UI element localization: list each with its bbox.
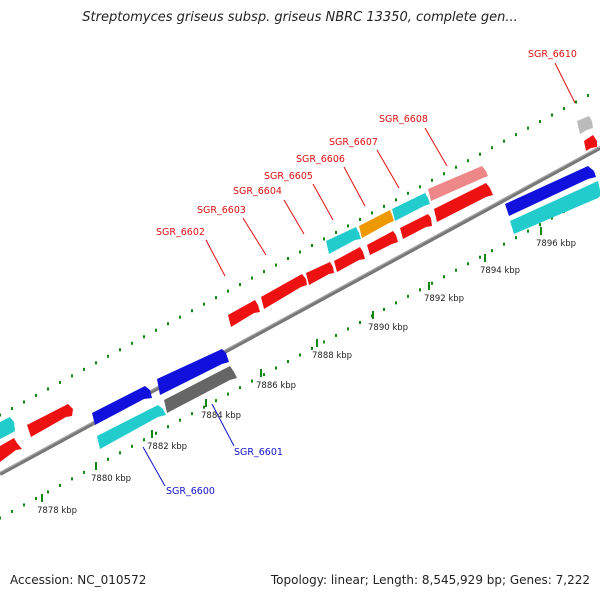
gene-cyan[interactable] xyxy=(326,227,361,254)
bottom-dotted-track xyxy=(0,197,589,520)
label-leaders xyxy=(142,62,576,487)
gene-red[interactable] xyxy=(584,135,597,151)
gene-red[interactable] xyxy=(228,300,260,327)
top-dotted-track xyxy=(0,94,589,417)
gene-pink[interactable] xyxy=(428,166,488,201)
gene-red[interactable] xyxy=(434,183,493,222)
tick-label-7884: 7884 kbp xyxy=(201,411,241,421)
gene-red[interactable] xyxy=(306,262,334,285)
bottom-strand-genes xyxy=(0,116,600,462)
gene-orange[interactable] xyxy=(359,210,394,238)
gene-label-sgr-6602[interactable]: SGR_6602 xyxy=(156,227,205,238)
accession-label: Accession: NC_010572 xyxy=(10,573,147,587)
gene-red[interactable] xyxy=(0,438,22,462)
gene-label-sgr-6605[interactable]: SGR_6605 xyxy=(264,171,313,182)
tick-label-7882: 7882 kbp xyxy=(147,442,187,452)
gene-label-sgr-6601[interactable]: SGR_6601 xyxy=(234,447,283,458)
tick-label-7892: 7892 kbp xyxy=(424,294,464,304)
kbp-tick-labels: 7878 kbp 7880 kbp 7882 kbp 7884 kbp 7886 kbp… xyxy=(37,227,576,516)
gene-label-sgr-6600[interactable]: SGR_6600 xyxy=(166,486,215,497)
gene-red[interactable] xyxy=(400,214,432,239)
gene-red[interactable] xyxy=(367,231,398,255)
tick-label-7886: 7886 kbp xyxy=(256,381,296,391)
gene-label-sgr-6608[interactable]: SGR_6608 xyxy=(379,114,428,125)
tick-label-7878: 7878 kbp xyxy=(37,506,77,516)
gene-light-gray[interactable] xyxy=(577,116,593,134)
genome-summary: Topology: linear; Length: 8,545,929 bp; … xyxy=(270,573,590,587)
gene-label-sgr-6604[interactable]: SGR_6604 xyxy=(233,186,282,197)
top-strand-genes xyxy=(0,135,597,439)
gene-red[interactable] xyxy=(0,417,15,439)
tick-label-7896: 7896 kbp xyxy=(536,239,576,249)
gene-cyan[interactable] xyxy=(392,193,430,221)
gene-red[interactable] xyxy=(261,274,307,309)
gene-blue[interactable] xyxy=(92,386,152,425)
gene-label-sgr-6603[interactable]: SGR_6603 xyxy=(197,205,246,216)
gene-label-sgr-6606[interactable]: SGR_6606 xyxy=(296,154,345,165)
gene-cyan[interactable] xyxy=(97,405,166,449)
tick-label-7894: 7894 kbp xyxy=(480,266,520,276)
gene-dark-gray[interactable] xyxy=(164,366,237,413)
gene-labels: SGR_6600 SGR_6601 SGR_6602 SGR_6603 SGR_6604… xyxy=(156,49,577,497)
gene-red[interactable] xyxy=(334,247,365,272)
gene-red[interactable] xyxy=(27,404,73,437)
tick-label-7888: 7888 kbp xyxy=(312,351,352,361)
gene-label-sgr-6607[interactable]: SGR_6607 xyxy=(329,137,378,148)
tick-label-7880: 7880 kbp xyxy=(91,474,131,484)
gene-cyan[interactable] xyxy=(510,181,600,234)
genome-title: Streptomyces griseus subsp. griseus NBRC… xyxy=(82,10,518,25)
gene-label-sgr-6610[interactable]: SGR_6610 xyxy=(528,49,577,60)
tick-label-7890: 7890 kbp xyxy=(368,323,408,333)
genome-backbone xyxy=(0,146,600,476)
gene-blue[interactable] xyxy=(505,166,596,216)
genome-backbone-highlight xyxy=(0,146,600,473)
gene-blue[interactable] xyxy=(157,349,229,395)
